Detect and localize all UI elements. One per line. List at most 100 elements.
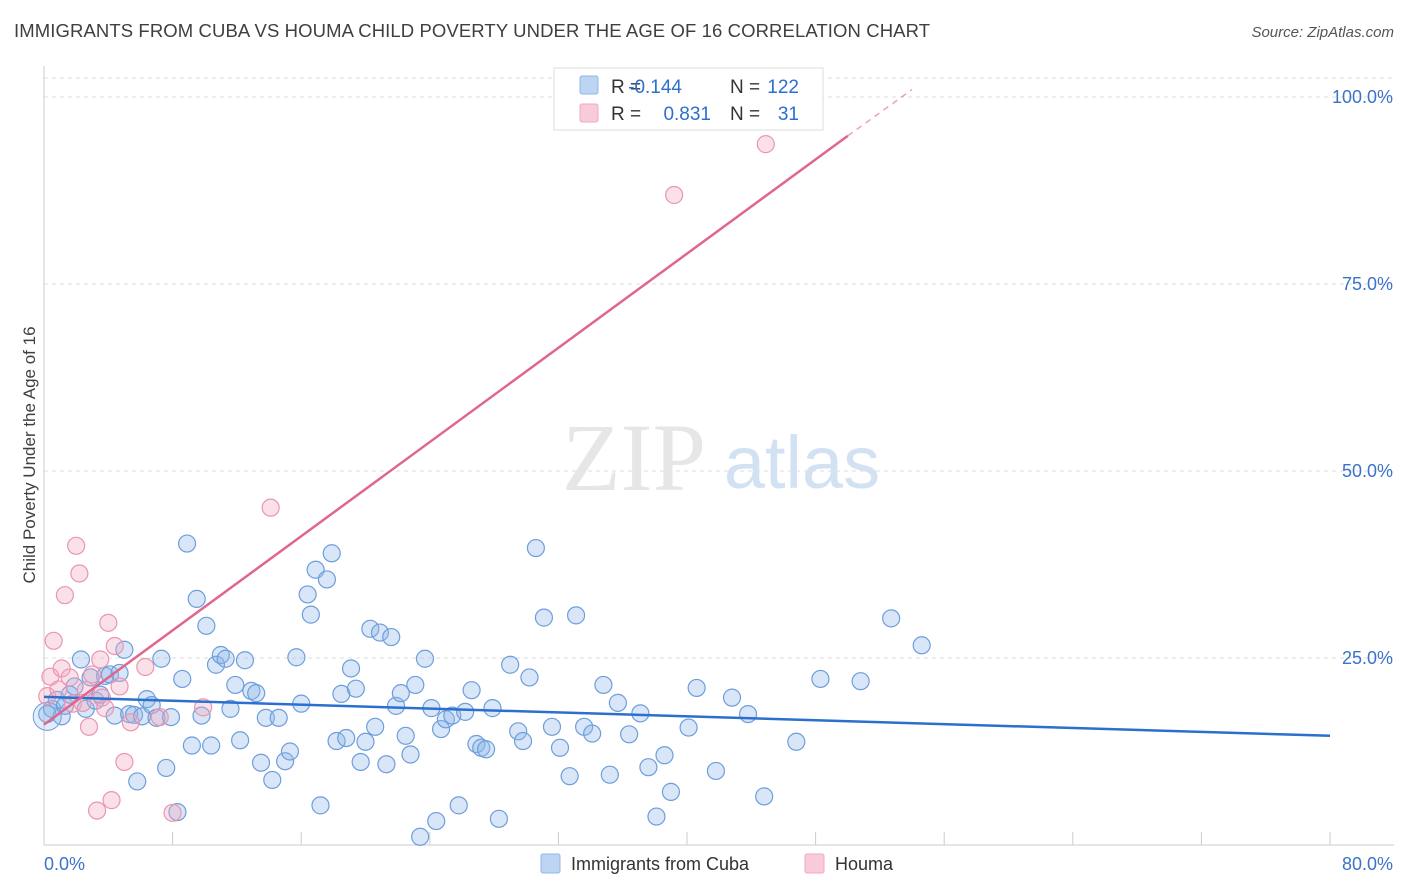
data-point-cuba	[280, 742, 300, 761]
data-point-cuba	[722, 688, 742, 707]
data-point-cuba	[247, 684, 266, 703]
watermark-zip: ZIP	[562, 404, 706, 511]
data-point-cuba	[396, 726, 415, 745]
data-point-cuba	[157, 758, 176, 778]
data-point-cuba	[755, 787, 774, 806]
data-point-cuba	[706, 761, 726, 781]
data-point-cuba	[415, 649, 435, 668]
data-point-houma	[102, 791, 121, 810]
trend-line-houma	[43, 134, 849, 726]
data-point-cuba	[235, 651, 255, 670]
data-point-cuba	[242, 681, 261, 701]
data-point-cuba	[738, 704, 758, 724]
legend-r-value-2: 0.831	[663, 104, 711, 125]
data-point-houma	[79, 717, 99, 736]
data-point-cuba	[509, 722, 528, 741]
data-point-cuba	[256, 708, 275, 727]
data-point-houma	[60, 668, 79, 687]
data-point-houma	[110, 677, 129, 696]
legend-r-label-2: R =	[611, 104, 641, 125]
data-point-cuba	[32, 701, 62, 731]
data-point-cuba	[427, 811, 446, 831]
legend-n-label-2: N =	[730, 104, 760, 125]
data-point-houma	[44, 631, 63, 650]
data-point-cuba	[542, 717, 562, 736]
data-point-cuba	[341, 659, 361, 678]
data-point-cuba	[317, 570, 337, 589]
axes	[43, 66, 1394, 846]
y-tick-label: 50.0%	[1342, 461, 1393, 481]
data-point-houma	[194, 698, 213, 717]
data-point-cuba	[600, 765, 619, 784]
data-point-cuba	[337, 728, 356, 748]
legend-swatch-pink	[579, 103, 599, 123]
data-point-cuba	[501, 655, 520, 674]
data-point-cuba	[346, 679, 365, 698]
data-point-cuba	[411, 827, 430, 846]
trend-lines	[43, 88, 1331, 738]
data-point-cuba	[298, 585, 317, 604]
legend-label-cuba: Immigrants from Cuba	[571, 854, 750, 874]
data-point-cuba	[221, 699, 240, 718]
data-point-cuba	[361, 619, 380, 638]
data-point-cuba	[173, 669, 192, 689]
data-point-cuba	[594, 675, 613, 695]
data-point-cuba	[431, 719, 451, 739]
data-point-cuba	[182, 736, 201, 755]
trend-line-houma-extension	[847, 88, 913, 137]
data-point-cuba	[560, 767, 579, 786]
data-point-cuba	[513, 731, 533, 751]
data-point-cuba	[216, 649, 235, 668]
data-point-cuba	[231, 731, 250, 750]
data-point-cuba	[462, 681, 481, 700]
correlation-legend: R = -0.144 N = 122 R = 0.831 N = 31	[553, 67, 824, 131]
data-point-cuba	[356, 732, 375, 751]
data-point-cuba	[251, 753, 271, 772]
data-point-cuba	[534, 608, 554, 627]
legend-label-houma: Houma	[835, 854, 894, 874]
legend-n-value-2: 31	[778, 104, 799, 125]
data-point-cuba	[382, 627, 401, 647]
data-point-cuba	[679, 718, 698, 737]
data-point-cuba	[406, 675, 425, 695]
watermark-atlas: atlas	[724, 421, 880, 504]
data-point-cuba	[276, 752, 295, 771]
legend-swatch-blue	[579, 75, 599, 95]
data-point-cuba	[608, 693, 627, 712]
x-tick-label: 0.0%	[44, 854, 85, 874]
data-point-houma	[91, 650, 110, 669]
data-point-cuba	[583, 724, 602, 743]
data-point-cuba	[71, 650, 91, 669]
series-immigrants-from-cuba	[32, 534, 931, 846]
chart-title: IMMIGRANTS FROM CUBA VS HOUMA CHILD POVE…	[14, 20, 931, 41]
data-point-cuba	[811, 669, 830, 689]
data-point-cuba	[631, 704, 650, 723]
y-tick-label: 25.0%	[1342, 648, 1393, 668]
data-point-cuba	[647, 807, 666, 826]
x-tick-label: 80.0%	[1342, 854, 1393, 874]
data-point-cuba	[489, 809, 509, 828]
legend-swatch-houma	[804, 853, 825, 874]
data-point-houma	[70, 564, 89, 583]
data-point-cuba	[366, 717, 385, 736]
data-point-houma	[163, 803, 182, 822]
data-point-cuba	[202, 736, 221, 755]
data-point-cuba	[287, 648, 306, 667]
data-point-houma	[83, 665, 102, 684]
data-point-cuba	[483, 699, 502, 718]
data-point-cuba	[168, 802, 187, 822]
data-point-houma	[121, 713, 140, 732]
data-point-cuba	[520, 668, 539, 687]
data-point-cuba	[620, 725, 639, 744]
data-point-cuba	[787, 732, 806, 751]
series-houma	[38, 135, 775, 822]
watermark: ZIP atlas	[562, 404, 880, 511]
data-point-cuba	[526, 538, 545, 558]
data-point-cuba	[391, 684, 410, 703]
data-point-cuba	[882, 609, 901, 628]
data-point-cuba	[377, 755, 396, 774]
data-point-houma	[105, 636, 124, 656]
data-point-cuba	[476, 740, 496, 759]
data-point-cuba	[661, 782, 681, 801]
